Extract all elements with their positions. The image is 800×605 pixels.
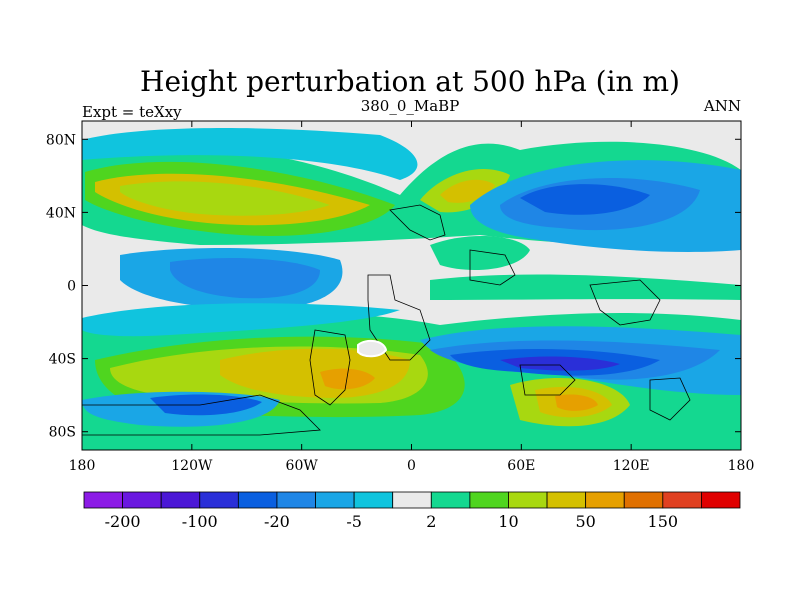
eurasia-low-core [520,184,650,215]
left-string: Expt = teXxy [82,103,182,121]
colorbar: -200 -100 -20 -5 2 10 50 150 [83,491,741,531]
y-tick-label: 40S [49,352,76,368]
x-tick-label: 120E [613,458,650,474]
colorbar-label: 150 [648,512,679,531]
colorbar-box [122,491,162,509]
colorbar-box [623,491,664,509]
tropical-green-strip [430,274,741,300]
colorbar-box [315,491,355,509]
colorbar-label: -5 [346,512,362,531]
colorbar-box [469,491,509,509]
y-tick-label: 80S [49,425,76,441]
colorbar-label: 2 [426,512,436,531]
colorbar-label: -200 [105,512,141,531]
colorbar-box [701,491,741,509]
x-tick-label: 180 [69,458,96,474]
y-tick-label: 80N [46,132,76,148]
tropical-green-east [430,235,530,270]
y-axis: 80N 40N 0 40S 80S [46,132,741,441]
colorbar-box [508,491,548,509]
colorbar-label: -20 [264,512,290,531]
indian-high-orange [555,394,598,411]
x-tick-label: 60W [286,458,319,474]
y-tick-label: 40N [46,205,76,221]
x-tick-label: 0 [407,458,416,474]
coastlines [82,204,691,436]
colorbar-box [585,491,625,509]
south-orange-core [320,368,375,390]
south-low-dark [500,356,620,371]
pacific-low [82,128,418,180]
center-string: 380_0_MaBP [361,97,460,115]
colorbar-label: 50 [575,512,595,531]
far-south-blue [82,303,400,337]
band-north-yg [120,181,330,216]
white-ring [357,339,388,358]
colorbar-box [199,491,239,509]
colorbar-box [662,491,702,509]
tropical-blue-core [170,258,320,299]
y-tick-label: 0 [67,279,76,295]
colorbar-box [353,491,394,509]
colorbar-box [546,491,587,509]
colorbar-label: 10 [498,512,518,531]
colorbar-label: -100 [182,512,218,531]
chart-title: Height perturbation at 500 hPa (in m) [140,65,680,98]
colorbar-box [430,491,471,509]
x-axis: 180 120W 60W 0 60E 120E 180 [69,121,755,474]
colorbar-box [83,491,123,509]
colorbar-box [160,491,201,509]
x-tick-label: 60E [507,458,535,474]
colorbar-box [237,491,278,509]
contour-field [82,128,741,450]
colorbar-box [276,491,316,509]
x-tick-label: 120W [171,458,213,474]
colorbar-box [392,491,432,509]
x-tick-label: 180 [728,458,755,474]
right-string: ANN [703,97,741,115]
